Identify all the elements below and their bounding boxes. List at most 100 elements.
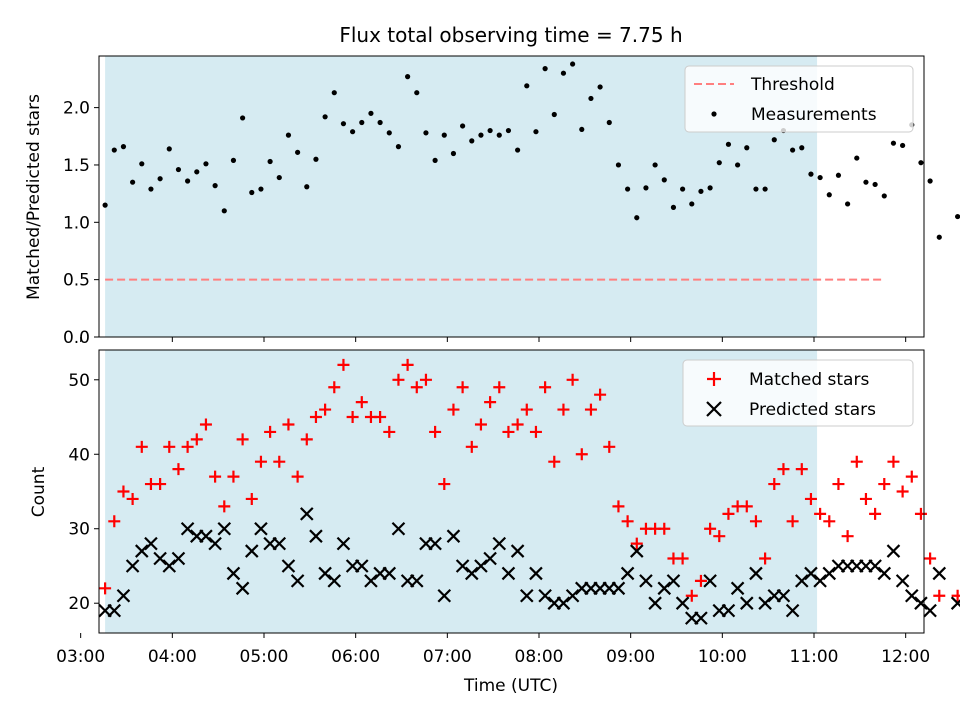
count-xtick-label: 12:00 — [881, 647, 930, 667]
measurement-point — [799, 145, 805, 151]
matched-star-marker — [493, 381, 506, 394]
matched-star-marker — [319, 403, 332, 416]
predicted-star-marker — [162, 559, 177, 573]
predicted-star-marker — [226, 566, 241, 581]
predicted-star-marker — [877, 566, 892, 581]
predicted-star-marker — [125, 559, 140, 573]
predicted-star-marker — [391, 521, 406, 536]
predicted-star-marker — [144, 536, 158, 551]
ratio-ytick-label: 2.0 — [63, 99, 90, 119]
predicted-star-marker — [556, 596, 571, 610]
matched-star-marker — [603, 440, 616, 453]
predicted-star-marker — [318, 566, 332, 581]
measurement-point — [680, 186, 686, 192]
predicted-star-marker — [868, 559, 882, 573]
matched-star-marker — [740, 500, 753, 513]
measurement-point — [771, 137, 777, 143]
measurement-point — [395, 144, 402, 150]
predicted-star-marker — [465, 566, 479, 581]
predicted-star-marker — [364, 574, 378, 588]
measurement-point — [359, 119, 365, 126]
measurement-point — [579, 126, 585, 133]
measurement-point — [331, 90, 337, 96]
predicted-star-marker — [171, 551, 186, 566]
matched-star-marker — [108, 515, 121, 528]
predicted-star-marker — [758, 596, 772, 610]
predicted-star-marker — [694, 611, 708, 625]
matched-points — [99, 358, 960, 602]
matched-star-marker — [539, 381, 552, 394]
matched-star-marker — [575, 448, 588, 461]
predicted-star-marker — [437, 588, 452, 603]
ratio-ytick-label: 0.5 — [63, 271, 90, 291]
predicted-star-marker — [135, 544, 149, 558]
predicted-star-marker — [382, 566, 397, 581]
predicted-star-marker — [107, 603, 122, 618]
count-xtick-label: 09:00 — [606, 647, 655, 667]
matched-star-marker — [429, 425, 442, 438]
matched-star-marker — [511, 418, 524, 431]
predicted-star-marker — [272, 536, 287, 551]
measurement-point — [295, 149, 301, 155]
measurement-point — [826, 192, 832, 198]
predicted-star-marker — [565, 588, 580, 603]
count-ytick-label: 40 — [68, 445, 90, 465]
measurement-point — [744, 145, 750, 151]
matched-star-marker — [392, 373, 405, 386]
predicted-star-marker — [327, 574, 342, 588]
measurement-point — [762, 186, 768, 192]
predicted-star-marker — [538, 588, 552, 603]
matched-star-marker — [410, 381, 423, 394]
matched-star-marker — [273, 455, 286, 468]
matched-star-marker — [309, 411, 322, 424]
measurement-point — [551, 111, 557, 118]
measurement-point — [817, 174, 823, 181]
predicted-star-marker — [795, 574, 809, 588]
measurement-point — [496, 132, 502, 138]
matched-star-marker — [337, 358, 350, 371]
matched-star-marker — [933, 589, 946, 602]
matched-star-marker — [621, 515, 634, 528]
predicted-star-marker — [208, 536, 222, 551]
predicted-star-marker — [914, 596, 928, 610]
measurement-point — [661, 177, 667, 183]
predicted-star-marker — [529, 566, 543, 581]
measurement-point — [450, 150, 457, 157]
predicted-star-marker — [290, 574, 305, 588]
measurement-point — [285, 132, 292, 138]
ratio-ticks: 0.0 0.5 1.0 1.5 2.0 — [63, 99, 907, 348]
matched-star-marker — [841, 530, 854, 543]
matched-star-marker — [832, 478, 845, 491]
measurement-point — [560, 70, 567, 76]
ratio-ytick-label: 1.5 — [63, 156, 90, 176]
measurement-point — [524, 83, 530, 89]
count-xtick-label: 08:00 — [515, 647, 564, 667]
measurement-point — [863, 179, 869, 185]
count-ylabel: Count — [29, 466, 49, 517]
matched-star-marker — [245, 492, 258, 505]
matched-star-marker — [117, 485, 130, 498]
matched-star-marker — [355, 396, 368, 409]
predicted-star-marker — [300, 507, 314, 521]
matched-star-marker — [887, 455, 900, 468]
measurement-point — [267, 158, 273, 165]
measurement-point — [927, 178, 933, 184]
matched-star-marker — [163, 440, 176, 453]
matched-star-marker — [474, 418, 487, 431]
matched-star-marker — [126, 492, 139, 505]
measurement-point — [716, 160, 722, 166]
measurement-point — [707, 185, 713, 191]
predicted-star-marker — [630, 544, 644, 558]
predicted-star-marker — [648, 596, 662, 610]
measurement-point — [304, 184, 310, 190]
matched-star-marker — [502, 425, 515, 438]
matched-star-marker — [419, 373, 432, 386]
measurement-point — [102, 202, 108, 208]
count-xtick-label: 05:00 — [240, 647, 289, 667]
measurement-point — [313, 156, 319, 162]
measurement-point — [615, 162, 622, 168]
measurement-point — [249, 189, 255, 196]
predicted-star-marker — [309, 529, 323, 543]
matched-star-marker — [804, 492, 817, 505]
predicted-star-marker — [895, 574, 910, 588]
